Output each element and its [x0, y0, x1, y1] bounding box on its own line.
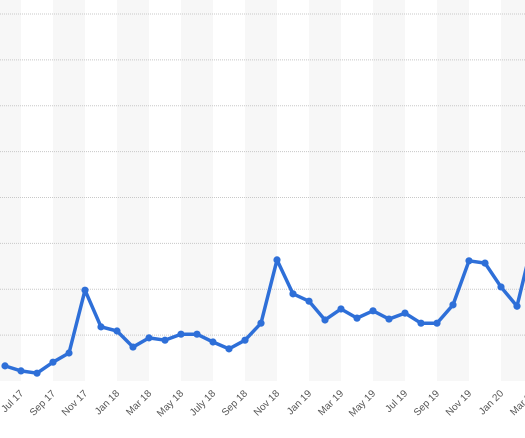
point — [49, 358, 57, 366]
band — [437, 0, 469, 381]
x-tick-label: Jan 19 — [285, 388, 314, 417]
band — [501, 0, 525, 381]
point — [385, 315, 393, 323]
point — [417, 319, 425, 327]
x-tick-label: Sep 19 — [412, 388, 442, 418]
x-tick-label: Nov 19 — [444, 388, 474, 418]
x-tick-label: Jul 17 — [0, 388, 26, 415]
x-tick-label: Jan 20 — [477, 388, 506, 417]
point — [497, 283, 505, 291]
band — [53, 0, 85, 381]
point — [481, 259, 489, 267]
x-tick-label: Mar 20 — [508, 388, 525, 418]
point — [433, 319, 441, 327]
x-tick-label: Jan 18 — [93, 388, 122, 417]
x-tick-label: Jul 19 — [383, 388, 410, 415]
point — [353, 314, 361, 322]
x-tick-label: July 18 — [188, 388, 218, 418]
point — [97, 323, 105, 331]
band — [373, 0, 405, 381]
point — [289, 290, 297, 298]
line — [4, 258, 525, 375]
x-tick-label: Nov 17 — [60, 388, 90, 418]
x-tick-label: Nov 18 — [252, 388, 282, 418]
point — [465, 257, 473, 265]
point — [241, 336, 249, 344]
point — [193, 330, 201, 338]
point — [81, 286, 89, 294]
point — [449, 301, 457, 309]
point — [273, 256, 281, 264]
x-tick-label: Mar 18 — [124, 388, 154, 418]
point — [113, 327, 121, 335]
band — [0, 0, 21, 381]
point — [177, 330, 185, 338]
band — [117, 0, 149, 381]
x-tick-label: May 18 — [155, 388, 186, 419]
x-tick-label: Sep 18 — [220, 388, 250, 418]
point — [1, 362, 9, 370]
point — [337, 305, 345, 313]
x-tick-label: Mar 19 — [316, 388, 346, 418]
point — [257, 319, 265, 327]
point — [305, 297, 313, 305]
point — [225, 345, 233, 353]
point — [33, 369, 41, 377]
point — [321, 316, 329, 324]
x-tick-label: May 19 — [347, 388, 378, 419]
band — [309, 0, 341, 381]
band — [181, 0, 213, 381]
point — [161, 336, 169, 344]
point — [209, 338, 217, 346]
point — [17, 367, 25, 375]
point — [65, 349, 73, 357]
point — [513, 302, 521, 310]
point — [145, 334, 153, 342]
point — [129, 343, 137, 351]
x-tick-label: Sep 17 — [28, 388, 58, 418]
point — [401, 309, 409, 317]
point — [369, 307, 377, 315]
